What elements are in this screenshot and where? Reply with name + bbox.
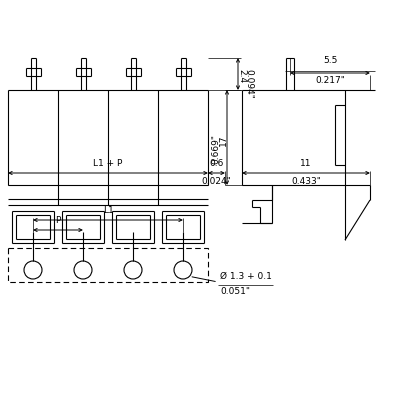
Text: 17: 17 xyxy=(218,134,228,146)
Text: 0.217": 0.217" xyxy=(315,76,345,85)
Text: 0.024": 0.024" xyxy=(201,177,231,186)
Text: 0.6: 0.6 xyxy=(209,159,224,168)
Text: 0.051": 0.051" xyxy=(220,287,250,296)
Text: Ø 1.3 + 0.1: Ø 1.3 + 0.1 xyxy=(220,272,272,281)
Text: 11: 11 xyxy=(300,159,312,168)
Text: 0.433": 0.433" xyxy=(291,177,321,186)
Text: 0.094": 0.094" xyxy=(245,69,254,99)
Text: 0.669": 0.669" xyxy=(211,134,220,164)
Text: 2.4: 2.4 xyxy=(237,69,246,83)
Text: L1 + P: L1 + P xyxy=(93,159,123,168)
Text: P: P xyxy=(55,216,61,225)
Text: L1: L1 xyxy=(103,206,113,215)
Text: 5.5: 5.5 xyxy=(323,56,337,65)
Bar xyxy=(8,248,208,282)
